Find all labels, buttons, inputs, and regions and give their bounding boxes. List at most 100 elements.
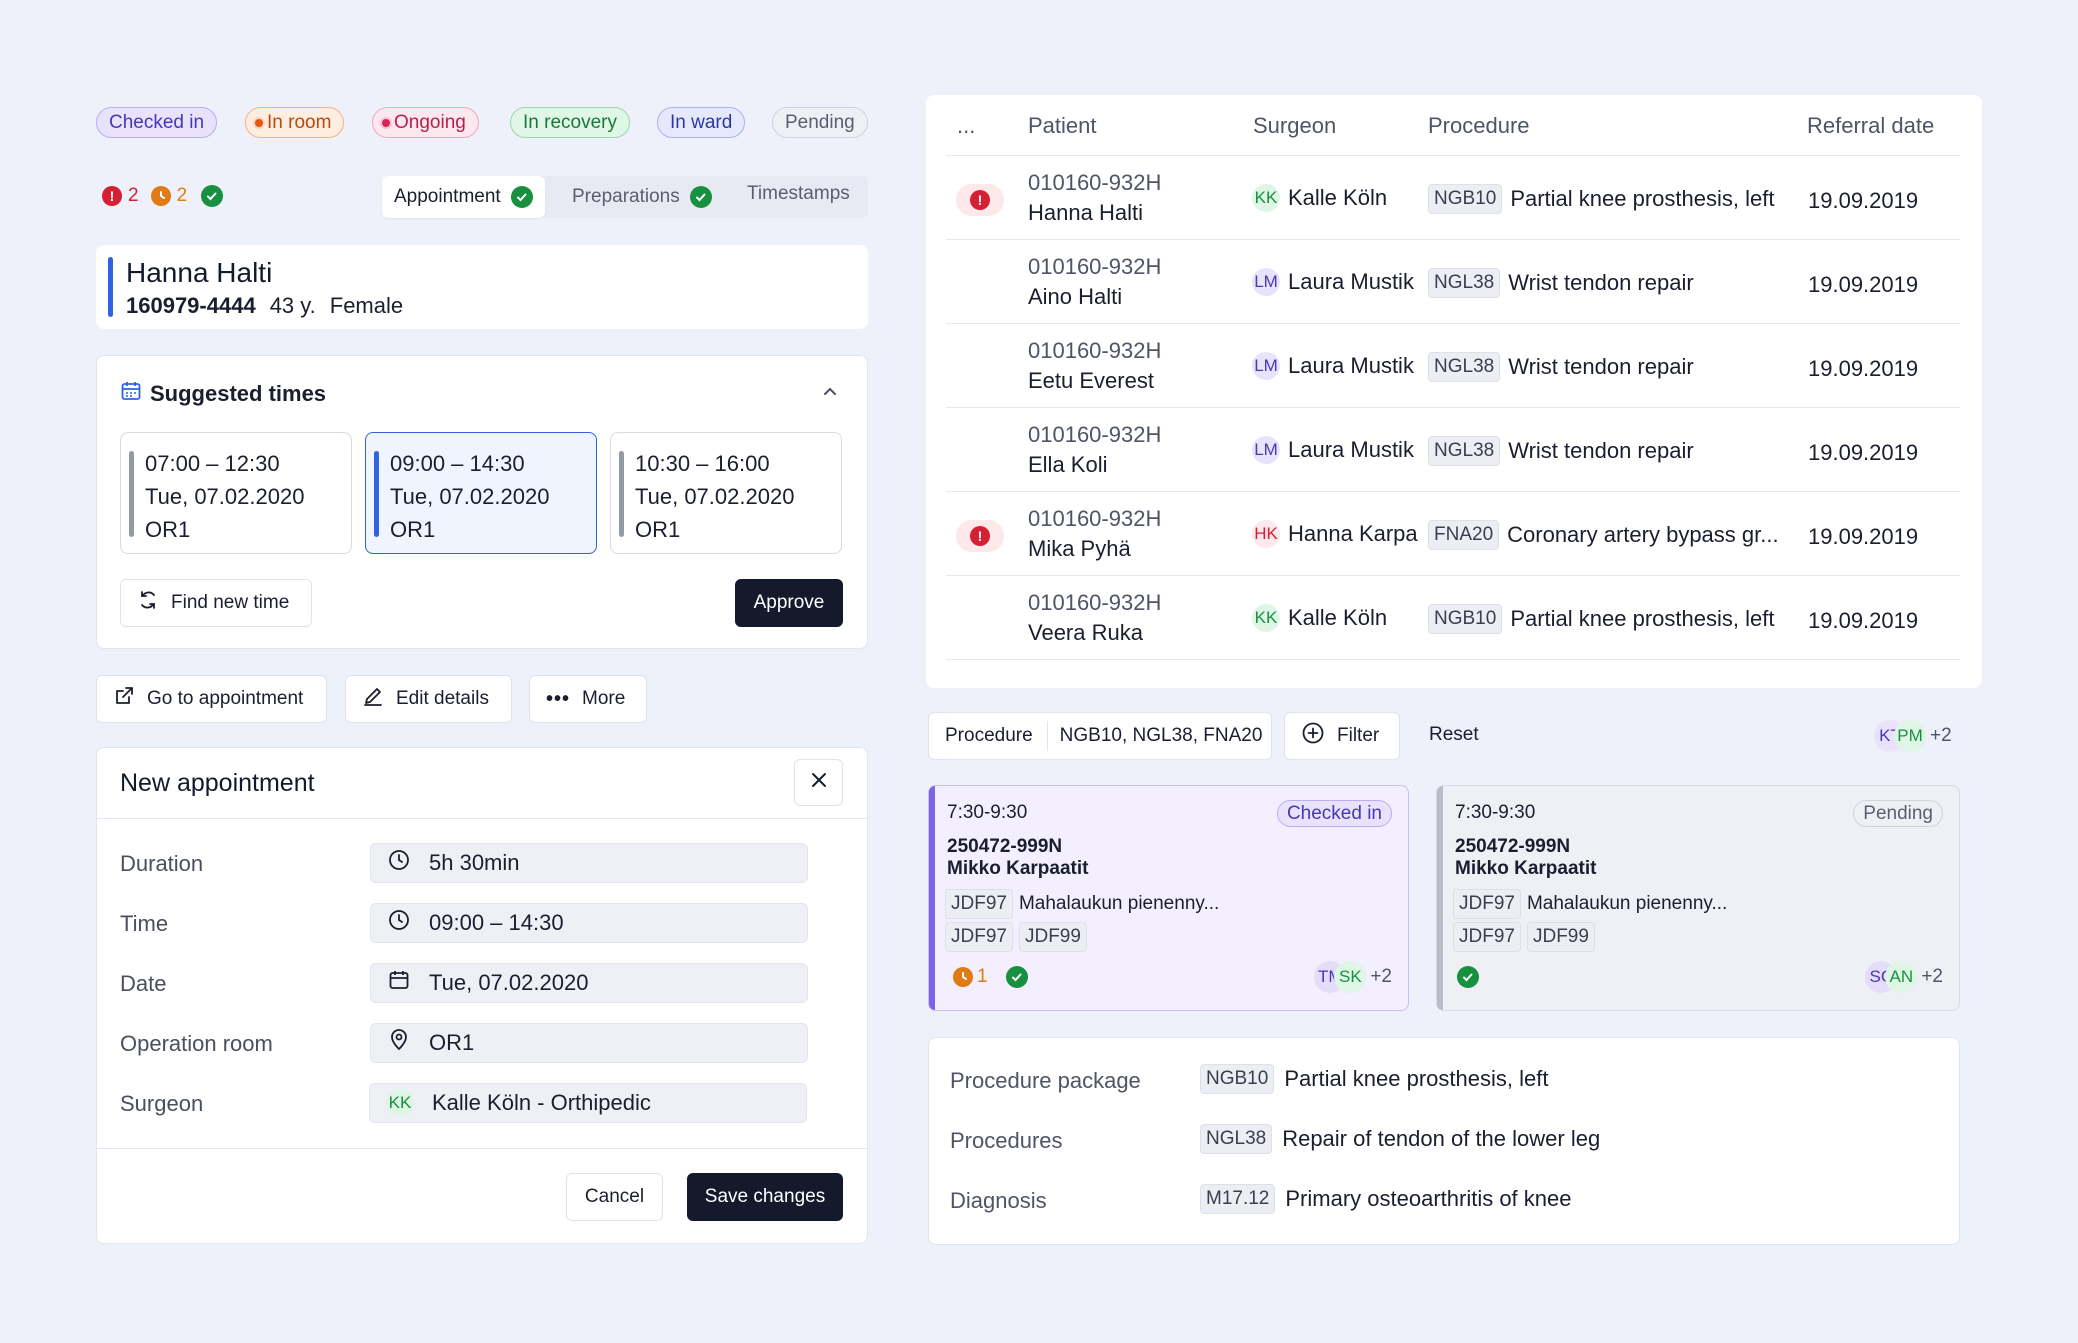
status-chip-label: In ward (670, 112, 733, 133)
procedures-label: Procedures (950, 1128, 1063, 1153)
time-slot[interactable]: 10:30 – 16:00 Tue, 07.02.2020 OR1 (610, 432, 842, 554)
status-chip-pending: Pending (772, 107, 868, 138)
procedure-code: FNA20 (1428, 520, 1500, 550)
patient-name: Hanna Halti (126, 257, 273, 288)
surgeon-avatar: LM (1252, 268, 1280, 296)
procedures-value: NGL38 Repair of tendon of the lower leg (1200, 1124, 1600, 1154)
filter-button[interactable]: Filter (1284, 712, 1400, 760)
tab-timestamps[interactable]: Timestamps (735, 173, 862, 215)
surgeon-name: Laura Mustik (1288, 437, 1414, 462)
cancel-label: Cancel (584, 1186, 645, 1207)
check-circle-icon (1457, 966, 1479, 988)
schedule-patient-id: 250472-999N (1455, 836, 1571, 857)
schedule-card[interactable]: 7:30-9:30 Pending 250472-999N Mikko Karp… (1436, 785, 1960, 1011)
surgeon-avatar: KK (1252, 184, 1280, 212)
status-chip-label: Ongoing (394, 112, 466, 133)
column-referral-date[interactable]: Referral date (1807, 113, 1935, 138)
time-field[interactable]: 09:00 – 14:30 (370, 903, 808, 943)
suggested-times-header[interactable]: Suggested times (120, 380, 326, 408)
surgeon-cell: KK Kalle Köln (1252, 184, 1387, 212)
more-button[interactable]: ••• More (529, 675, 647, 723)
procedure-package-name: Partial knee prosthesis, left (1284, 1066, 1549, 1091)
time-slot-selected[interactable]: 09:00 – 14:30 Tue, 07.02.2020 OR1 (365, 432, 597, 554)
referral-date: 19.09.2019 (1808, 608, 1919, 633)
procedure-package-label: Procedure package (950, 1068, 1141, 1093)
pending-count: 1 (977, 966, 988, 987)
column-more[interactable]: ... (957, 113, 976, 138)
find-new-time-button[interactable]: Find new time (120, 579, 312, 627)
procedure-filter-chip[interactable]: Procedure NGB10, NGL38, FNA20 (928, 712, 1272, 760)
procedure-code: NGB10 (1200, 1064, 1275, 1094)
save-changes-button[interactable]: Save changes (687, 1173, 843, 1221)
status-chip-ongoing: Ongoing (372, 107, 479, 138)
procedure-package-value: NGB10 Partial knee prosthesis, left (1200, 1064, 1548, 1094)
patient-name: Hanna Halti (1028, 200, 1143, 225)
filter-chip-label: Procedure (945, 721, 1048, 751)
operation-room-field[interactable]: OR1 (370, 1023, 808, 1063)
close-button[interactable] (794, 759, 843, 806)
surgeon-value: Kalle Köln - Orthipedic (432, 1090, 651, 1115)
surgeon-cell: LM Laura Mustik (1252, 436, 1414, 464)
find-new-time-label: Find new time (171, 592, 290, 613)
status-dot-icon (382, 118, 390, 127)
procedure-cell: NGB10 Partial knee prosthesis, left (1428, 604, 1774, 634)
approve-button[interactable]: Approve (735, 579, 843, 627)
table-row[interactable]: ! 010160-932H Mika Pyhä HK Hanna Karpa F… (946, 492, 1960, 576)
reset-button[interactable]: Reset (1429, 724, 1479, 745)
patient-id: 160979-4444 (126, 293, 256, 318)
slot-room: OR1 (145, 517, 191, 542)
patient-name: Mika Pyhä (1028, 536, 1131, 561)
column-procedure[interactable]: Procedure (1428, 113, 1530, 138)
schedule-procedure: JDF97 Mahalaukun pienenny... (945, 889, 1219, 919)
patient-gender: Female (329, 293, 404, 318)
avatar: SK (1334, 961, 1367, 993)
table-row[interactable]: 010160-932H Veera Ruka KK Kalle Köln NGB… (946, 576, 1960, 660)
referral-date: 19.09.2019 (1808, 356, 1919, 381)
slot-time: 10:30 – 16:00 (635, 451, 770, 476)
tab-preparations[interactable]: Preparations (560, 176, 724, 218)
duration-field[interactable]: 5h 30min (370, 843, 808, 883)
table-row[interactable]: 010160-932H Aino Halti LM Laura Mustik N… (946, 240, 1960, 324)
procedure-desc: Mahalaukun pienenny... (1526, 893, 1728, 914)
assignee-avatars: KT PM +2 (1874, 720, 1952, 752)
surgeon-cell: LM Laura Mustik (1252, 352, 1414, 380)
time-slot[interactable]: 07:00 – 12:30 Tue, 07.02.2020 OR1 (120, 432, 352, 554)
diagnosis-label: Diagnosis (950, 1188, 1047, 1213)
schedule-time: 7:30-9:30 (1455, 802, 1536, 823)
procedure-cell: NGB10 Partial knee prosthesis, left (1428, 184, 1774, 214)
column-patient[interactable]: Patient (1028, 113, 1097, 138)
schedule-avatars: SC AN +2 (1865, 961, 1943, 993)
patient-name: Eetu Everest (1028, 368, 1154, 393)
column-surgeon[interactable]: Surgeon (1253, 113, 1337, 138)
duration-value: 5h 30min (429, 850, 520, 875)
clock-warning-icon (953, 967, 973, 987)
procedure-code: NGL38 (1428, 436, 1501, 466)
check-circle-icon (689, 186, 712, 208)
cancel-button[interactable]: Cancel (566, 1173, 663, 1221)
table-row[interactable]: 010160-932H Ella Koli LM Laura Mustik NG… (946, 408, 1960, 492)
referral-date: 19.09.2019 (1808, 188, 1919, 213)
date-value: Tue, 07.02.2020 (429, 970, 589, 995)
more-dots-icon: ••• (546, 687, 571, 710)
edit-details-button[interactable]: Edit details (345, 675, 512, 723)
tab-appointment[interactable]: Appointment (382, 176, 545, 218)
surgeon-name: Kalle Köln (1288, 605, 1388, 630)
calendar-icon (120, 380, 142, 408)
surgeon-cell: HK Hanna Karpa (1252, 520, 1418, 548)
referral-date: 19.09.2019 (1808, 524, 1919, 549)
schedule-card[interactable]: 7:30-9:30 Checked in 250472-999N Mikko K… (928, 785, 1409, 1011)
procedure-name: Partial knee prosthesis, left (1510, 606, 1775, 631)
date-field[interactable]: Tue, 07.02.2020 (370, 963, 808, 1003)
surgeon-field[interactable]: KK Kalle Köln - Orthipedic (369, 1083, 807, 1123)
patient-id: 010160-932H (1028, 338, 1162, 363)
chevron-up-icon[interactable] (820, 382, 840, 407)
alert-count: 2 (128, 185, 139, 206)
go-to-appointment-button[interactable]: Go to appointment (96, 675, 327, 723)
header-divider (946, 155, 1960, 156)
surgeon-cell: LM Laura Mustik (1252, 268, 1414, 296)
pending-count: 2 (176, 185, 188, 206)
table-row[interactable]: 010160-932H Eetu Everest LM Laura Mustik… (946, 324, 1960, 408)
table-row[interactable]: ! 010160-932H Hanna Halti KK Kalle Köln … (946, 156, 1960, 240)
procedure-name: Wrist tendon repair (1508, 354, 1694, 379)
patient-accent-bar (108, 257, 113, 317)
